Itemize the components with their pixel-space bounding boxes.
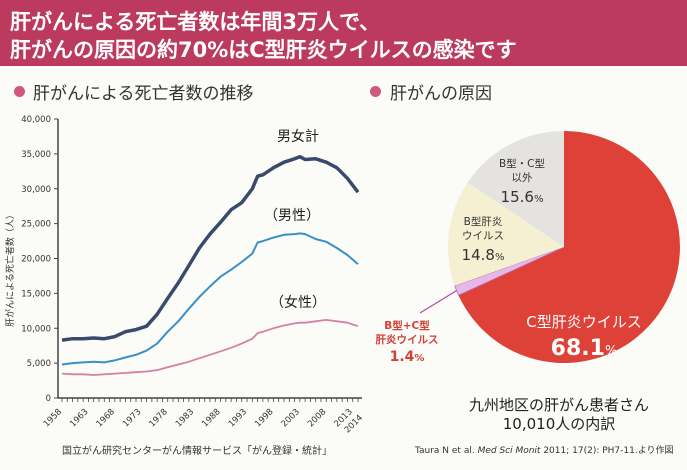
slice-value-unit: % [534, 194, 544, 205]
slice-value-number: 14.8 [462, 246, 495, 264]
x-tick-label: 1958 [42, 407, 64, 429]
bullet-dot-icon [14, 86, 25, 97]
slice-value-unit: % [495, 252, 505, 263]
x-tick-label: 1963 [68, 407, 90, 429]
pie-caption: 九州地区の肝がん患者さん 10,010人の内訳 [454, 396, 664, 434]
slice-value-unit: % [414, 353, 424, 364]
x-tick-label: 1998 [253, 407, 275, 429]
slice-label-c: C型肝炎ウイルス [526, 313, 641, 331]
y-tick-label: 0 [46, 394, 51, 404]
citation-pre: Taura N et al. [415, 446, 478, 456]
series-label-女性: （女性） [270, 294, 326, 311]
banner-line-1: 肝がんによる死亡者数は年間3万人で、 [10, 10, 381, 34]
y-tick-label: 25,000 [21, 220, 51, 230]
slice-label-other-line1: B型・C型 [499, 157, 545, 170]
leader-line [419, 290, 457, 314]
pie-slice [458, 131, 680, 363]
x-tick-label: 2008 [306, 407, 328, 429]
citation: Taura N et al. Med Sci Monit 2011; 17(2)… [415, 443, 674, 456]
series-label-男性: （男性） [264, 208, 320, 224]
y-tick-label: 15,000 [21, 289, 51, 299]
line-chart: 0 5,000 10,000 15,000 20,000 25,000 30,000 35,0… [4, 115, 365, 435]
citation-journal: Med Sci Monit [477, 446, 541, 456]
line-chart-title: 肝がんによる死亡者数の推移 [33, 84, 254, 104]
x-tick-label: 1993 [227, 407, 249, 429]
series-line-女性 [61, 318, 359, 376]
y-tick-label: 5,000 [27, 359, 51, 369]
pie-slice [467, 131, 564, 247]
slice-label-bc-line2: 肝炎ウイルス [376, 333, 439, 346]
series-line-男性 [61, 232, 359, 366]
slice-value-number: 68.1 [551, 336, 605, 361]
slice-value-number: 1.4 [390, 349, 415, 365]
slice-label-bc-line1: B型+C型 [384, 319, 430, 332]
pie-caption-line-1: 九州地区の肝がん患者さん [468, 396, 649, 414]
line-chart-source: 国立がん研究センターがん情報サービス「がん登録・統計」 [62, 446, 332, 457]
banner-line-2: 肝がんの原因の約70%はC型肝炎ウイルスの感染です [10, 38, 517, 62]
y-tick-label: 20,000 [21, 255, 51, 265]
slice-label-other-line2: 以外 [512, 172, 533, 184]
series-label-男女計: 男女計 [277, 128, 319, 145]
x-tick-label: 1983 [174, 407, 196, 429]
header-banner: 肝がんによる死亡者数は年間3万人で、 肝がんの原因の約70%はC型肝炎ウイルスの… [0, 0, 687, 66]
y-axis-title: 肝がんによる死亡者数（人） [4, 210, 16, 327]
y-tick-label: 10,000 [21, 324, 51, 334]
x-tick-label: 2003 [280, 407, 302, 429]
x-tick-label: 1973 [121, 407, 143, 429]
pie-slice [448, 182, 564, 286]
slice-label-b-line2: ウイルス [462, 230, 504, 242]
slice-value-c: 68.1% [551, 336, 618, 361]
slice-label-b-line1: B型肝炎 [464, 215, 503, 228]
y-tick-label: 30,000 [21, 185, 51, 195]
slice-value-other: 15.6% [501, 188, 544, 206]
x-tick-label: 1978 [147, 407, 169, 429]
citation-post: 2011; 17(2): PH7-11.より作図 [540, 446, 674, 456]
pie-caption-line-2: 10,010人の内訳 [502, 415, 616, 433]
bullet-dot-icon [370, 86, 381, 97]
x-tick-label: 1988 [200, 407, 222, 429]
slice-value-bc: 1.4% [390, 349, 425, 365]
x-tick-label: 1968 [95, 407, 117, 429]
y-tick-label: 40,000 [21, 115, 51, 125]
y-tick-label: 35,000 [21, 150, 51, 160]
slice-value-unit: % [605, 344, 617, 359]
slice-value-b: 14.8% [462, 246, 505, 264]
pie-chart-title: 肝がんの原因 [390, 84, 492, 104]
slice-value-number: 15.6 [501, 188, 534, 206]
series-line-男女計 [61, 154, 360, 342]
